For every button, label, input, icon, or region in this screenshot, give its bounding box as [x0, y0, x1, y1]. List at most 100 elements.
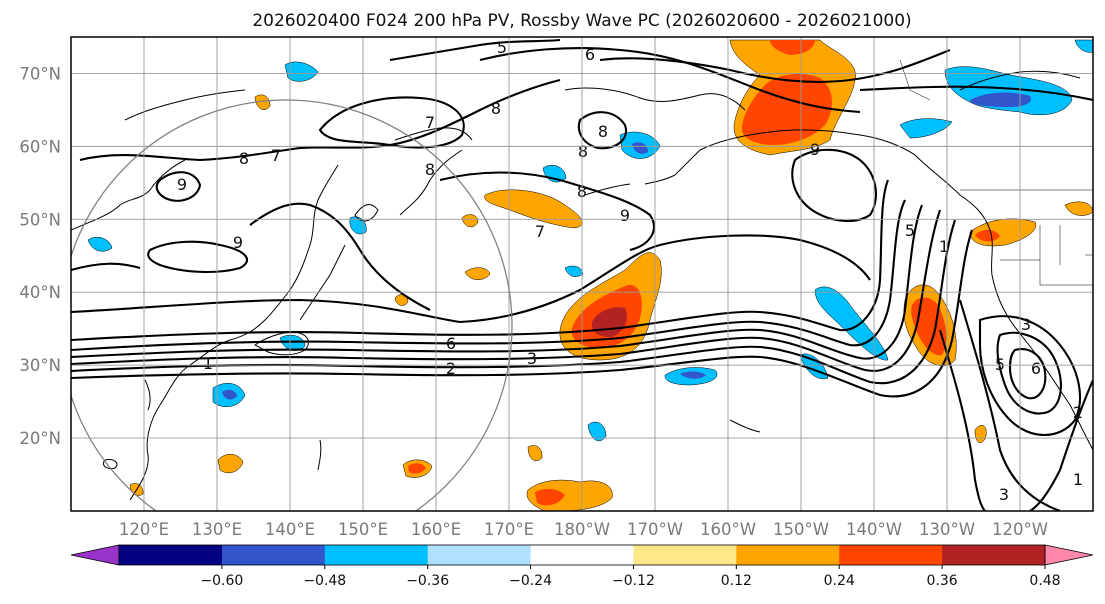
pv-contour — [318, 96, 465, 149]
pv-contour — [479, 46, 861, 114]
pv-contours — [71, 38, 1093, 511]
longitude-label: 150°E — [338, 520, 388, 539]
colorbar-tick-label: 0.24 — [824, 573, 855, 589]
colorbar-swatch — [942, 545, 1046, 565]
contour-label: 8 — [491, 99, 501, 118]
latitude-labels: 70°N 60°N 50°N 40°N 30°N 20°N — [19, 64, 61, 448]
colorbar-tick-label: −0.60 — [200, 573, 243, 589]
colorbar-swatch — [324, 545, 429, 565]
latitude-label: 40°N — [19, 283, 61, 302]
colorbar-tick-label: −0.48 — [303, 573, 346, 589]
pv-contour — [996, 331, 1062, 415]
colorbar-swatch — [736, 545, 840, 565]
negative-anomaly — [814, 286, 889, 361]
pv-contour — [71, 209, 941, 372]
negative-anomaly — [87, 237, 113, 252]
negative-anomaly — [222, 389, 237, 400]
colorbar-tick-label: −0.24 — [509, 573, 552, 589]
contour-label: 6 — [1031, 359, 1041, 378]
longitude-label: 170°W — [627, 520, 683, 539]
contour-label: 6 — [446, 334, 456, 353]
contour-label: 2 — [1073, 403, 1083, 422]
longitude-label: 130°W — [919, 520, 975, 539]
pv-contour — [71, 179, 889, 342]
pv-contour — [79, 78, 561, 162]
pv-contour — [249, 202, 431, 311]
positive-anomaly — [461, 214, 479, 228]
negative-anomaly — [680, 371, 706, 379]
contour-label: 6 — [585, 45, 595, 64]
colorbar: −0.60 −0.48 −0.36 −0.24 −0.12 0.12 0.24 0.36 0.4… — [70, 544, 1094, 589]
latitude-label: 30°N — [19, 356, 61, 375]
positive-anomaly — [975, 229, 1000, 242]
contour-label: 1 — [203, 354, 213, 373]
contour-label: 9 — [810, 140, 820, 159]
map-layers: 6 3 2 1 5 6 8 7 7 8 8 9 9 8 8 8 9 7 9 5 … — [71, 37, 1093, 511]
pv-contour — [389, 38, 561, 62]
contour-label: 7 — [535, 222, 545, 241]
latitude-label: 20°N — [19, 429, 61, 448]
positive-anomaly — [408, 463, 426, 474]
negative-anomaly — [1074, 39, 1093, 53]
longitude-label: 180°W — [554, 520, 610, 539]
colorbar-extend-low — [70, 544, 120, 566]
colorbar-swatch — [221, 545, 326, 565]
latitude-label: 50°N — [19, 210, 61, 229]
map-frame — [70, 36, 1094, 512]
pv-contour — [978, 315, 1081, 437]
longitude-label: 150°W — [773, 520, 829, 539]
pv-contour — [71, 204, 923, 360]
contour-label: 5 — [905, 221, 915, 240]
colorbar-tick-label: −0.36 — [406, 573, 449, 589]
contour-label: 3 — [527, 349, 537, 368]
graticule — [71, 37, 1093, 511]
colorbar-swatch — [427, 545, 532, 565]
colorbar-tick-label: 0.36 — [927, 573, 958, 589]
negative-anomaly — [587, 421, 607, 442]
pv-contour — [71, 199, 906, 352]
negative-anomaly — [284, 61, 319, 82]
colorbar-tick-label: −0.12 — [612, 573, 655, 589]
colorbar-swatch — [633, 545, 737, 565]
longitude-label: 140°W — [846, 520, 902, 539]
contour-label: 2 — [446, 359, 456, 378]
contour-label: 3 — [1021, 315, 1031, 334]
colorbar-swatch — [839, 545, 943, 565]
pv-contour — [71, 262, 141, 272]
pv-contour — [938, 329, 986, 511]
contour-label: 8 — [578, 142, 588, 161]
pv-contour — [147, 240, 248, 274]
positive-anomaly — [1064, 201, 1093, 216]
longitude-labels: 120°E 130°E 140°E 150°E 160°E 170°E 180°W 170°W… — [119, 520, 1048, 539]
colorbar-swatch — [530, 545, 634, 565]
contour-label: 9 — [233, 233, 243, 252]
negative-anomaly — [564, 265, 584, 277]
positive-anomaly — [254, 94, 271, 110]
contour-label: 8 — [598, 122, 608, 141]
colorbar-swatch — [119, 545, 223, 565]
pv-contour — [958, 299, 1061, 511]
contour-label: 8 — [425, 160, 435, 179]
longitude-label: 160°E — [411, 520, 461, 539]
pv-contour — [599, 49, 951, 84]
contour-label: 5 — [995, 355, 1005, 374]
borders — [899, 59, 1093, 286]
latitude-label: 60°N — [19, 137, 61, 156]
pv-contour — [1008, 348, 1047, 400]
positive-anomaly — [217, 454, 244, 473]
contour-label: 1 — [1073, 470, 1083, 489]
longitude-label: 170°E — [484, 520, 534, 539]
contour-label: 9 — [177, 175, 187, 194]
longitude-label: 120°W — [992, 520, 1048, 539]
contour-label: 3 — [999, 485, 1009, 504]
positive-anomaly — [394, 294, 409, 306]
contour-label: 1 — [939, 237, 949, 256]
contour-label: 7 — [271, 146, 281, 165]
positive-anomaly — [535, 488, 565, 506]
negative-anomaly — [899, 118, 953, 139]
coastlines — [71, 70, 1093, 501]
contour-label: 5 — [497, 38, 507, 57]
longitude-label: 160°W — [700, 520, 756, 539]
positive-anomaly — [770, 40, 815, 55]
